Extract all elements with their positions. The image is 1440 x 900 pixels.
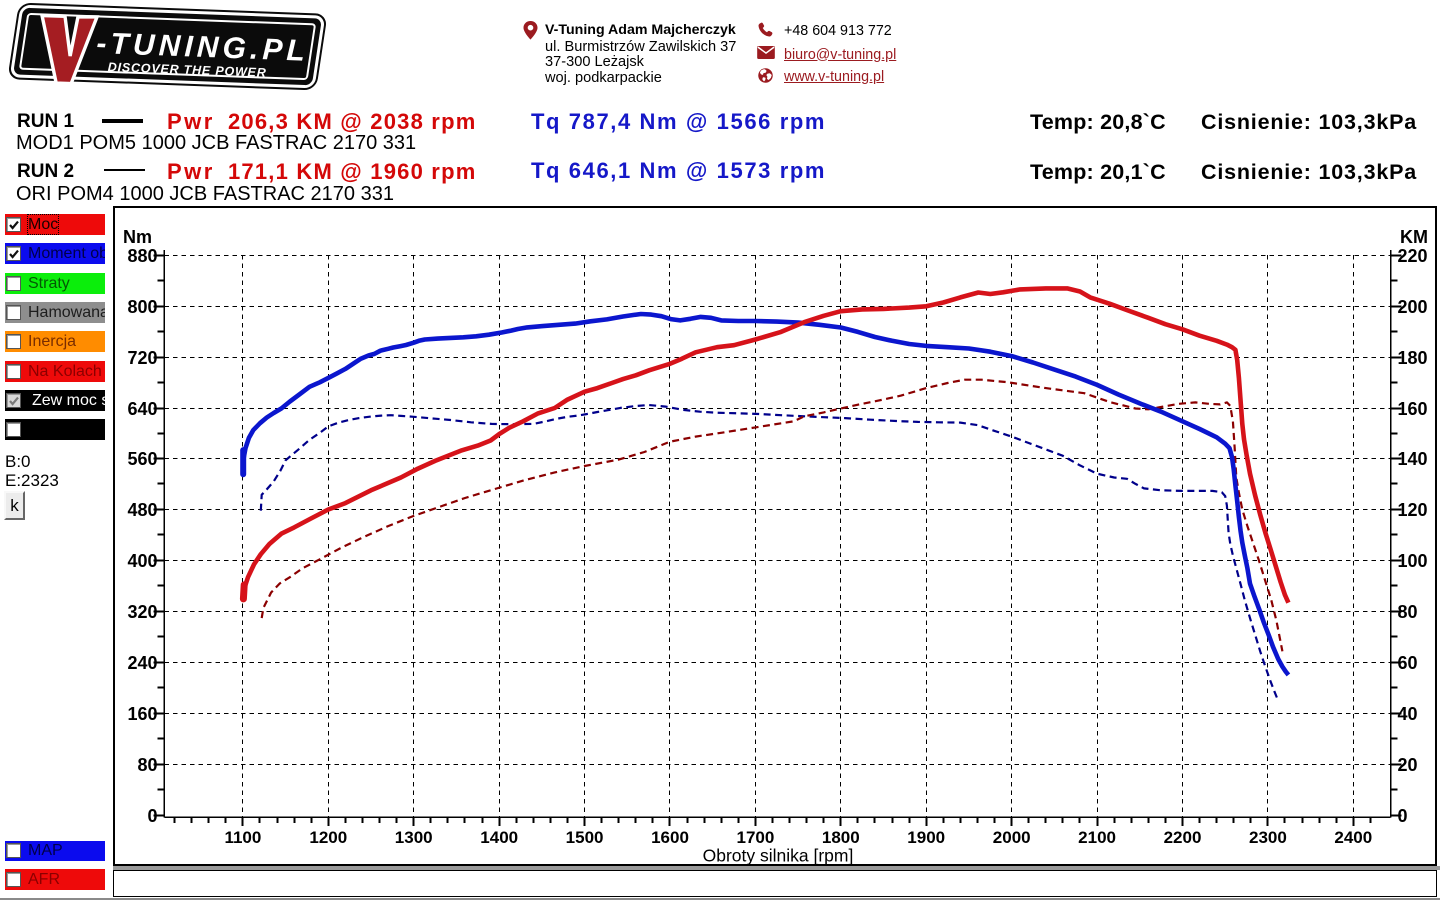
svg-text:0: 0 [147, 806, 157, 826]
svg-text:80: 80 [137, 755, 157, 775]
svg-text:60: 60 [1398, 653, 1418, 673]
svg-text:1200: 1200 [309, 828, 347, 847]
svg-text:1100: 1100 [224, 828, 261, 847]
svg-text:480: 480 [127, 500, 157, 520]
svg-text:2400: 2400 [1334, 828, 1372, 847]
svg-text:Obroty silnika [rpm]: Obroty silnika [rpm] [703, 846, 854, 866]
svg-text:400: 400 [127, 551, 157, 571]
svg-text:180: 180 [1398, 348, 1428, 368]
svg-text:1700: 1700 [736, 828, 774, 847]
svg-text:Nm: Nm [123, 227, 152, 247]
svg-text:220: 220 [1398, 246, 1428, 266]
svg-text:1300: 1300 [395, 828, 433, 847]
svg-text:140: 140 [1398, 449, 1428, 469]
svg-text:40: 40 [1398, 704, 1418, 724]
svg-text:0: 0 [1398, 806, 1408, 826]
svg-text:1900: 1900 [907, 828, 945, 847]
svg-text:2200: 2200 [1164, 828, 1202, 847]
svg-text:1400: 1400 [480, 828, 518, 847]
svg-text:KM: KM [1400, 227, 1428, 247]
svg-text:240: 240 [127, 653, 157, 673]
svg-text:1500: 1500 [566, 828, 604, 847]
svg-text:100: 100 [1398, 551, 1428, 571]
svg-text:120: 120 [1398, 500, 1428, 520]
svg-text:560: 560 [127, 449, 157, 469]
svg-text:200: 200 [1398, 297, 1428, 317]
svg-text:2000: 2000 [993, 828, 1031, 847]
svg-text:20: 20 [1398, 755, 1418, 775]
svg-text:1800: 1800 [822, 828, 860, 847]
svg-text:640: 640 [127, 399, 157, 419]
svg-text:2100: 2100 [1078, 828, 1116, 847]
svg-text:720: 720 [127, 348, 157, 368]
svg-text:880: 880 [127, 246, 157, 266]
svg-text:160: 160 [127, 704, 157, 724]
svg-text:160: 160 [1398, 399, 1428, 419]
svg-text:1600: 1600 [651, 828, 689, 847]
svg-text:800: 800 [127, 297, 157, 317]
svg-text:80: 80 [1398, 602, 1418, 622]
svg-text:2300: 2300 [1249, 828, 1287, 847]
svg-text:320: 320 [127, 602, 157, 622]
